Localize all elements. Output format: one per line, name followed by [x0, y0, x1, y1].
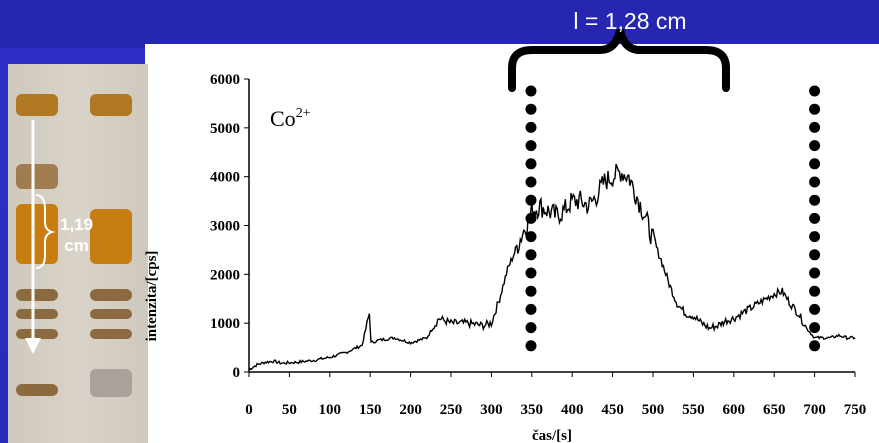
- x-tick-label: 150: [359, 402, 382, 418]
- interval-marker-left-dot: [525, 267, 537, 279]
- interval-marker-right-dot: [809, 303, 821, 315]
- interval-marker-right-dot: [809, 212, 821, 224]
- gel-band: [16, 384, 58, 396]
- interval-marker-right-dot: [809, 285, 821, 297]
- y-axis-label: intenzita/[cps]: [144, 251, 160, 342]
- interval-marker-right-dot: [809, 322, 821, 334]
- x-tick-label: 50: [282, 402, 297, 418]
- interval-marker-left-dot: [525, 176, 537, 188]
- x-tick-label: 700: [803, 402, 826, 418]
- interval-marker-right-dot: [809, 140, 821, 152]
- chart-background: [145, 44, 879, 443]
- measure-brace-small: [35, 194, 56, 269]
- x-tick-label: 250: [440, 402, 463, 418]
- gel-band: [16, 94, 58, 116]
- photo-measure-unit: cm: [64, 236, 89, 255]
- interval-marker-left-dot: [525, 285, 537, 297]
- x-tick-label: 550: [682, 402, 705, 418]
- interval-marker-right-dot: [809, 121, 821, 133]
- y-tick-label: 4000: [210, 170, 240, 186]
- x-tick-label: 300: [480, 402, 503, 418]
- gel-band: [90, 309, 132, 319]
- interval-marker-left-dot: [525, 140, 537, 152]
- interval-marker-right-dot: [809, 340, 821, 352]
- interval-marker-right-dot: [809, 85, 821, 97]
- x-tick-label: 750: [844, 402, 867, 418]
- x-axis-label: čas/[s]: [532, 428, 572, 443]
- interval-marker-left-dot: [525, 158, 537, 170]
- x-tick-label: 650: [763, 402, 786, 418]
- x-tick-label: 100: [319, 402, 342, 418]
- gel-band: [16, 309, 58, 319]
- x-tick-label: 600: [723, 402, 746, 418]
- y-tick-label: 2000: [210, 267, 240, 283]
- interval-marker-left-dot: [525, 231, 537, 243]
- interval-marker-left-dot: [525, 340, 537, 352]
- photo-measure-label: 1,19 cm: [60, 214, 93, 256]
- gel-band: [90, 369, 132, 397]
- series-line: [248, 163, 856, 371]
- gel-band: [90, 94, 132, 116]
- interval-marker-right-dot: [809, 267, 821, 279]
- x-tick-label: 500: [642, 402, 665, 418]
- interval-marker-left-dot: [525, 194, 537, 206]
- interval-marker-left-dot: [525, 303, 537, 315]
- x-tick-label: 350: [521, 402, 544, 418]
- interval-marker-right-dot: [809, 231, 821, 243]
- gel-band: [16, 164, 58, 189]
- x-tick-label: 200: [399, 402, 422, 418]
- ion-label: Co2+: [270, 106, 311, 131]
- interval-marker-left-dot: [525, 121, 537, 133]
- interval-marker-left-dot: [525, 249, 537, 261]
- gel-band: [90, 329, 132, 339]
- interval-brace: [508, 29, 730, 92]
- y-tick-label: 5000: [210, 121, 240, 137]
- x-tick-label: 0: [245, 402, 253, 418]
- interval-marker-right-dot: [809, 158, 821, 170]
- y-tick-label: 6000: [210, 72, 240, 88]
- gel-band: [16, 329, 58, 339]
- x-tick-label: 450: [601, 402, 624, 418]
- interval-marker-left-dot: [525, 103, 537, 115]
- interval-marker-right-dot: [809, 249, 821, 261]
- gel-band: [16, 289, 58, 301]
- y-tick-label: 3000: [210, 219, 240, 235]
- interval-marker-right-dot: [809, 103, 821, 115]
- interval-length-label: l = 1,28 cm: [573, 8, 687, 34]
- y-tick-label: 1000: [210, 316, 240, 332]
- migration-arrow-head: [25, 338, 41, 354]
- x-tick-label: 400: [561, 402, 584, 418]
- interval-marker-right-dot: [809, 194, 821, 206]
- gel-band: [90, 289, 132, 301]
- interval-marker-left-dot: [525, 212, 537, 224]
- y-tick-label: 0: [233, 365, 241, 381]
- interval-marker-left-dot: [525, 322, 537, 334]
- gel-photo: [8, 64, 148, 443]
- gel-lane-2: [90, 64, 132, 443]
- gel-band-main: [16, 204, 58, 264]
- gel-lane-1: [16, 64, 58, 443]
- title-band: [0, 0, 879, 48]
- photo-measure-value: 1,19: [60, 215, 94, 234]
- interval-marker-left-dot: [525, 85, 537, 97]
- gel-band-main: [90, 209, 132, 264]
- interval-marker-right-dot: [809, 176, 821, 188]
